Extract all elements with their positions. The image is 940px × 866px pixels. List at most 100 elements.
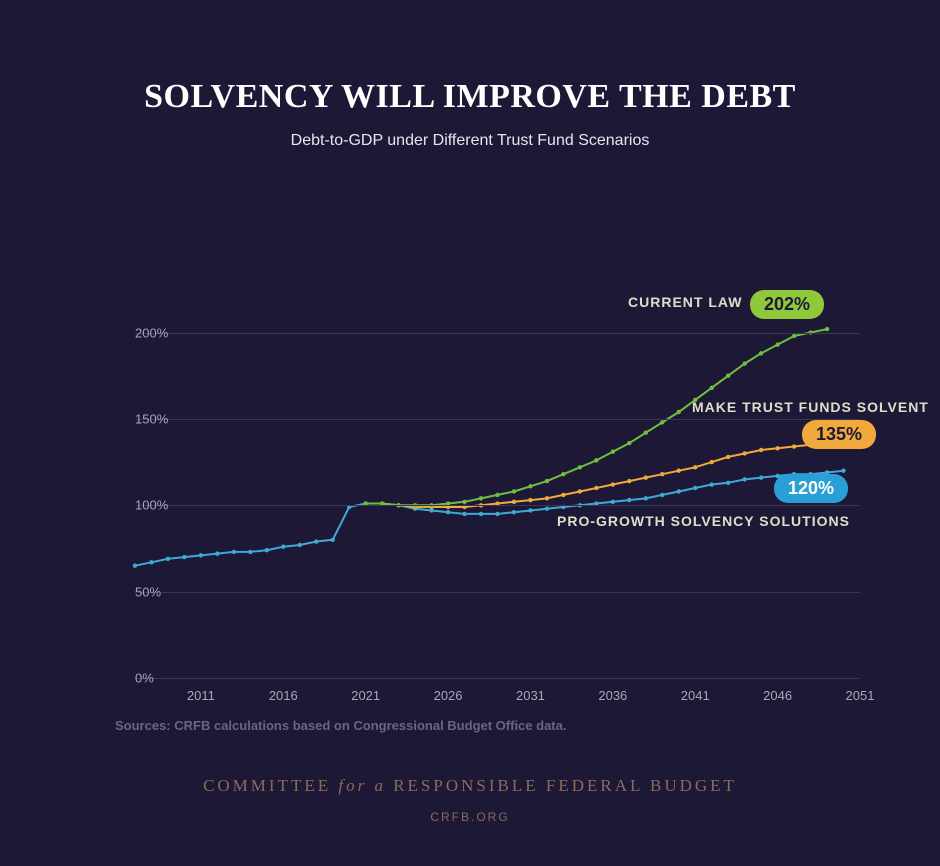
series-marker-pro_growth (199, 553, 203, 557)
series-marker-pro_growth (528, 508, 532, 512)
series-marker-current_law (561, 472, 565, 476)
series-marker-pro_growth (182, 555, 186, 559)
series-marker-current_law (495, 493, 499, 497)
source-note: Sources: CRFB calculations based on Cong… (115, 718, 566, 733)
series-marker-pro_growth (281, 545, 285, 549)
series-marker-solvent (561, 493, 565, 497)
x-axis-label: 2046 (763, 688, 792, 703)
series-marker-pro_growth (479, 512, 483, 516)
series-marker-pro_growth (265, 548, 269, 552)
series-marker-pro_growth (232, 550, 236, 554)
series-marker-pro_growth (495, 512, 499, 516)
series-marker-pro_growth (841, 469, 845, 473)
series-marker-pro_growth (627, 498, 631, 502)
series-marker-solvent (710, 460, 714, 464)
series-marker-pro_growth (759, 475, 763, 479)
series-line-solvent (366, 445, 827, 507)
gridline (135, 505, 860, 506)
footer-org: COMMITTEE for a RESPONSIBLE FEDERAL BUDG… (0, 776, 940, 796)
series-label-solvent: MAKE TRUST FUNDS SOLVENT (692, 399, 929, 415)
series-marker-pro_growth (611, 500, 615, 504)
series-marker-pro_growth (545, 507, 549, 511)
footer-org-pre: COMMITTEE (203, 776, 338, 795)
footer-url: CRFB.ORG (0, 810, 940, 824)
series-marker-solvent (528, 498, 532, 502)
gridline (135, 333, 860, 334)
end-badge-solvent: 135% (802, 420, 876, 449)
series-marker-solvent (660, 472, 664, 476)
series-marker-solvent (742, 451, 746, 455)
series-marker-current_law (742, 361, 746, 365)
gridline (135, 419, 860, 420)
series-marker-current_law (644, 431, 648, 435)
series-marker-pro_growth (660, 493, 664, 497)
series-marker-pro_growth (677, 489, 681, 493)
series-marker-current_law (611, 450, 615, 454)
series-marker-pro_growth (331, 538, 335, 542)
x-axis-label: 2021 (351, 688, 380, 703)
series-marker-pro_growth (298, 543, 302, 547)
series-marker-pro_growth (149, 560, 153, 564)
series-marker-solvent (726, 455, 730, 459)
series-marker-pro_growth (710, 482, 714, 486)
series-marker-current_law (759, 351, 763, 355)
series-label-current-law: CURRENT LAW (628, 294, 742, 310)
series-marker-pro_growth (644, 496, 648, 500)
x-axis-label: 2051 (846, 688, 875, 703)
series-marker-current_law (660, 420, 664, 424)
footer-org-post: RESPONSIBLE FEDERAL BUDGET (386, 776, 737, 795)
series-marker-current_law (726, 374, 730, 378)
series-marker-current_law (677, 410, 681, 414)
series-marker-current_law (462, 500, 466, 504)
series-marker-solvent (545, 496, 549, 500)
series-marker-pro_growth (133, 564, 137, 568)
series-marker-solvent (578, 489, 582, 493)
series-marker-solvent (644, 475, 648, 479)
series-marker-solvent (759, 448, 763, 452)
series-marker-solvent (627, 479, 631, 483)
series-marker-current_law (594, 458, 598, 462)
series-marker-solvent (512, 500, 516, 504)
chart-area: CURRENT LAW 202% MAKE TRUST FUNDS SOLVEN… (80, 298, 860, 678)
series-marker-current_law (627, 441, 631, 445)
series-marker-pro_growth (248, 550, 252, 554)
x-axis-label: 2026 (434, 688, 463, 703)
gridline (135, 678, 860, 679)
series-marker-current_law (528, 484, 532, 488)
series-marker-current_law (479, 496, 483, 500)
chart-title: SOLVENCY WILL IMPROVE THE DEBT (0, 78, 940, 116)
plot-svg (80, 298, 860, 678)
series-marker-pro_growth (446, 510, 450, 514)
series-marker-pro_growth (314, 539, 318, 543)
x-axis-label: 2016 (269, 688, 298, 703)
series-marker-solvent (792, 444, 796, 448)
x-axis-label: 2036 (598, 688, 627, 703)
series-label-pro-growth: PRO-GROWTH SOLVENCY SOLUTIONS (557, 513, 850, 529)
end-badge-pro-growth: 120% (774, 474, 848, 503)
footer-org-ital: for a (338, 776, 386, 795)
series-marker-current_law (512, 489, 516, 493)
series-marker-current_law (825, 327, 829, 331)
end-badge-current-law: 202% (750, 290, 824, 319)
gridline (135, 592, 860, 593)
series-marker-solvent (693, 465, 697, 469)
series-marker-solvent (677, 469, 681, 473)
series-marker-current_law (710, 386, 714, 390)
series-marker-pro_growth (742, 477, 746, 481)
series-marker-pro_growth (462, 512, 466, 516)
series-marker-pro_growth (726, 481, 730, 485)
series-marker-solvent (594, 486, 598, 490)
series-marker-solvent (775, 446, 779, 450)
series-marker-solvent (611, 482, 615, 486)
series-marker-pro_growth (215, 551, 219, 555)
x-axis-label: 2031 (516, 688, 545, 703)
series-marker-pro_growth (693, 486, 697, 490)
series-marker-current_law (792, 334, 796, 338)
x-axis-label: 2011 (187, 688, 215, 703)
series-marker-current_law (578, 465, 582, 469)
series-marker-pro_growth (512, 510, 516, 514)
series-marker-current_law (545, 479, 549, 483)
series-marker-pro_growth (166, 557, 170, 561)
x-axis-label: 2041 (681, 688, 710, 703)
chart-subtitle: Debt-to-GDP under Different Trust Fund S… (0, 132, 940, 150)
